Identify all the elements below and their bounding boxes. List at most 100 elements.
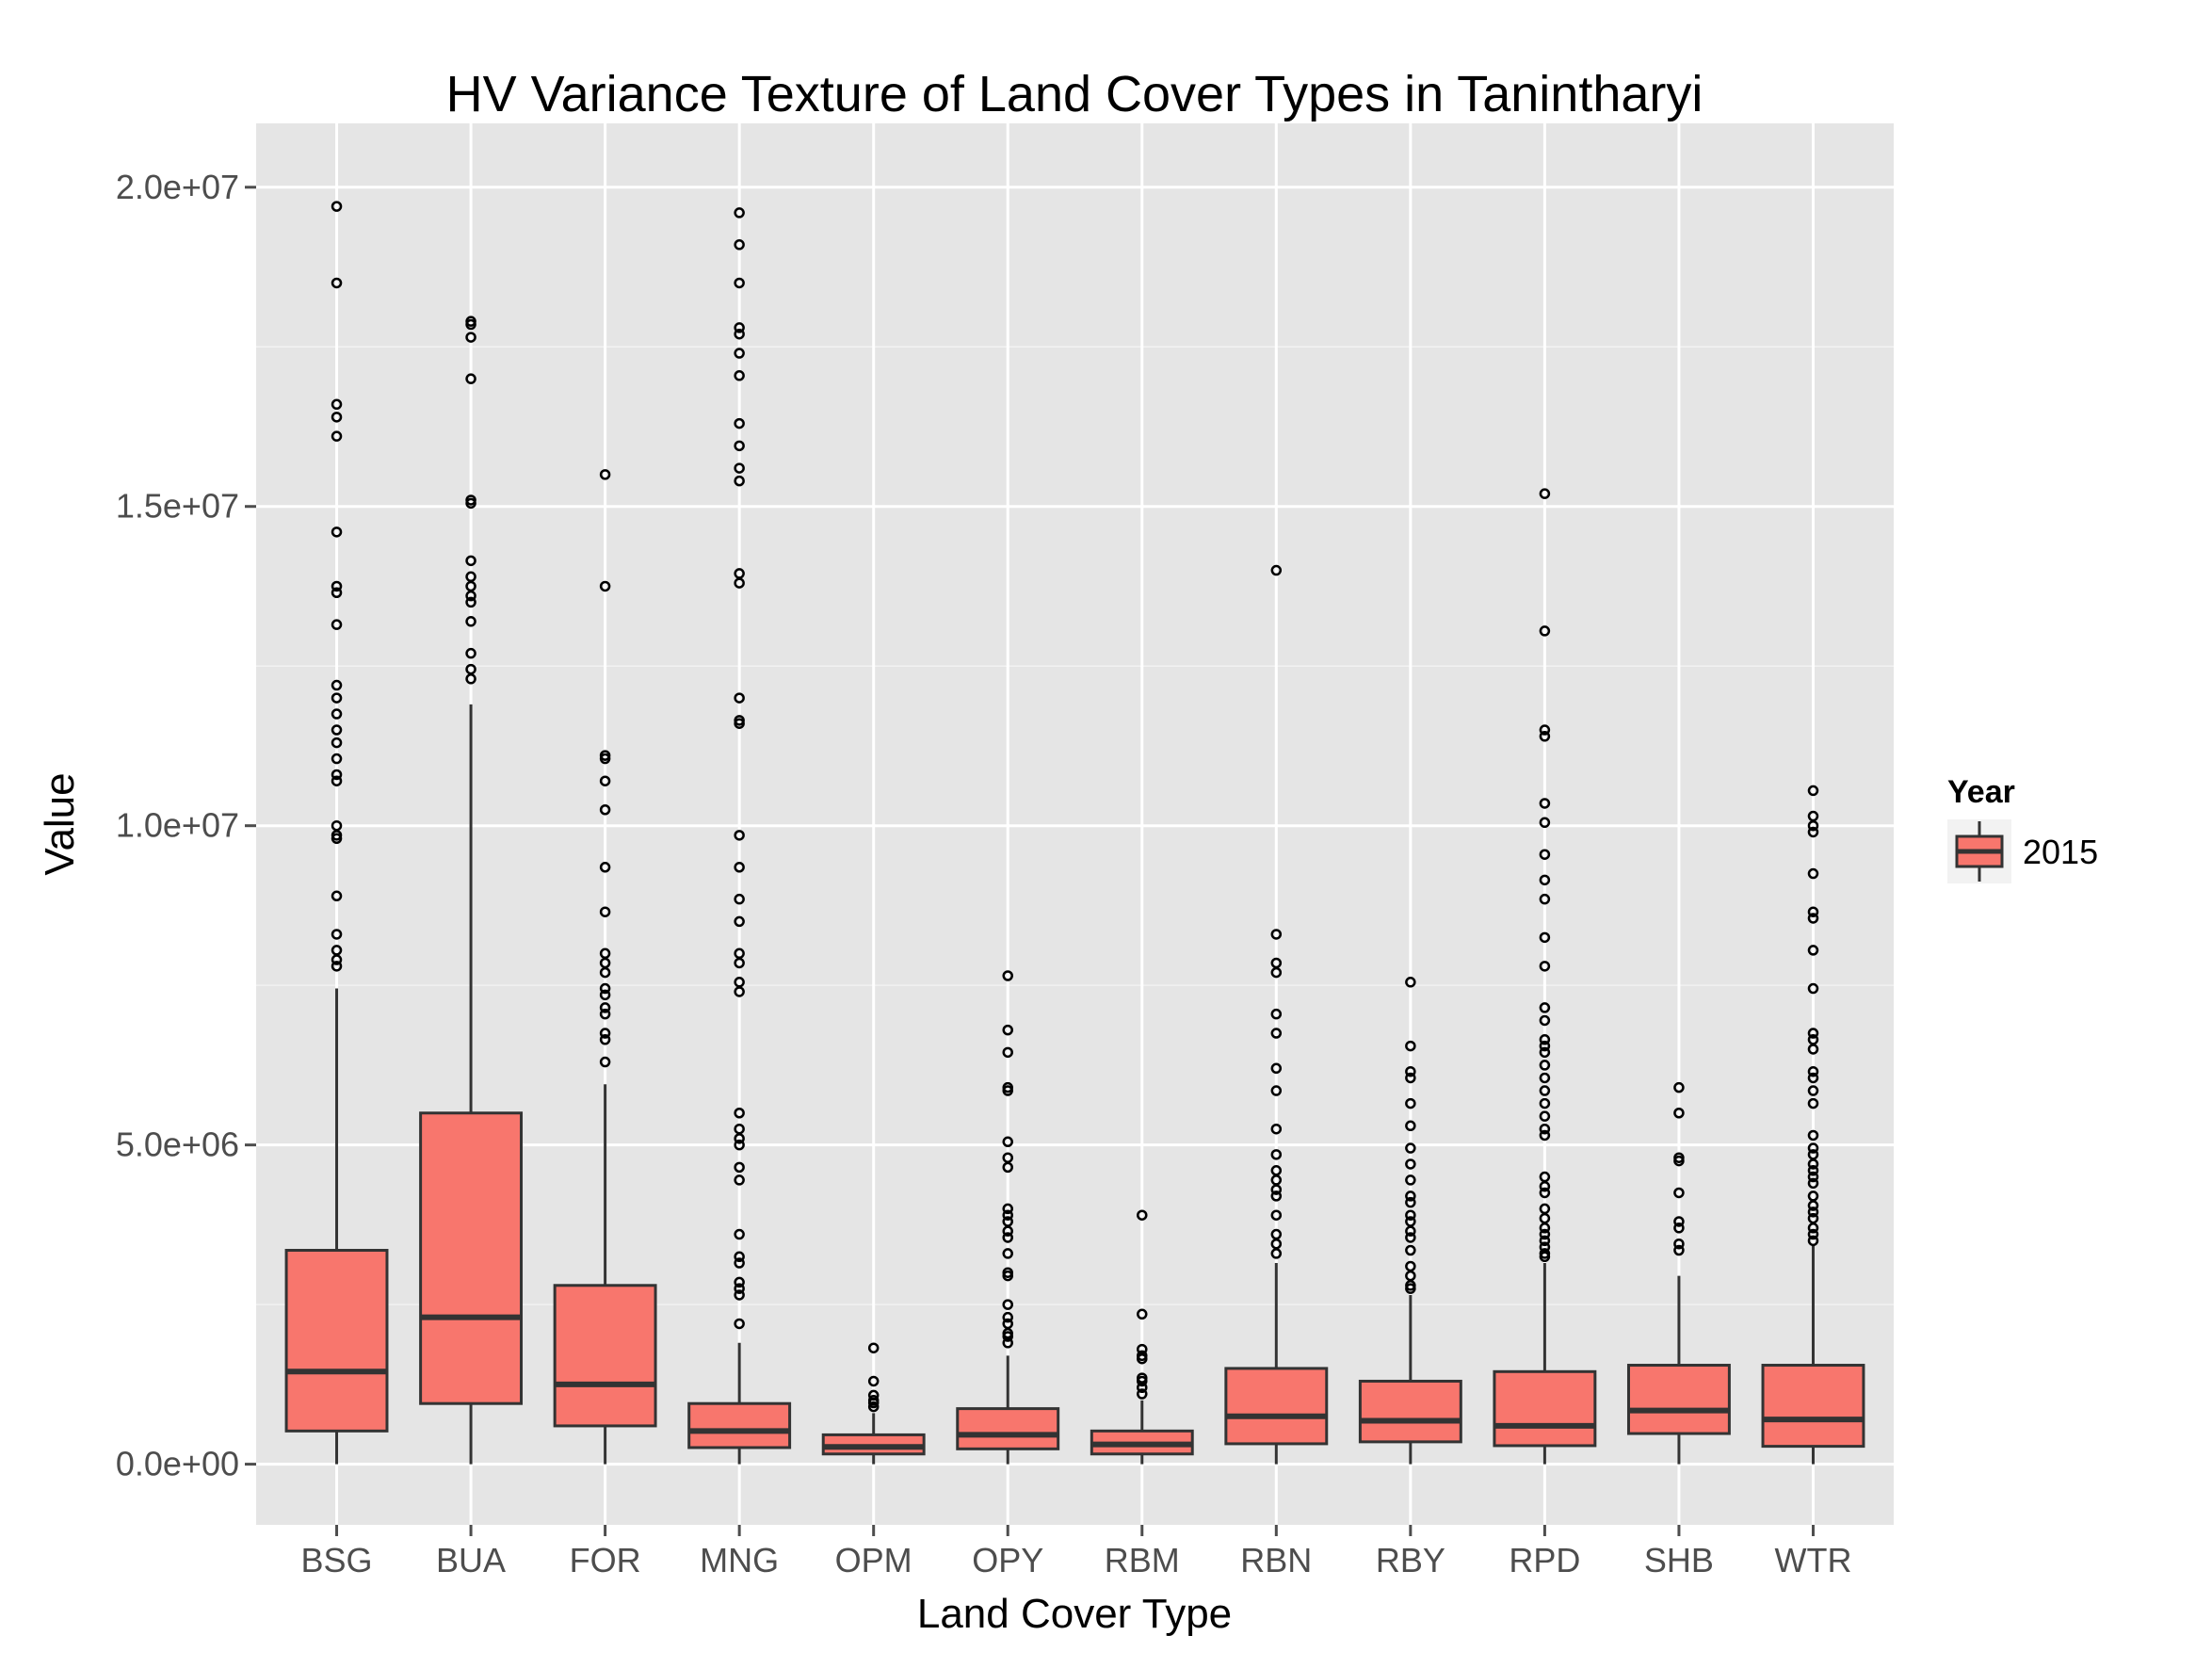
box-rby bbox=[1358, 977, 1462, 1465]
outlier-point bbox=[1002, 1203, 1013, 1215]
box-mng bbox=[687, 207, 792, 1465]
minor-gridlines bbox=[256, 346, 1894, 1305]
outlier-point bbox=[1673, 1238, 1685, 1250]
outlier-point bbox=[734, 277, 745, 289]
outlier-point bbox=[331, 430, 343, 442]
outlier-point bbox=[1539, 1046, 1551, 1059]
outlier-point bbox=[331, 587, 343, 599]
outlier-point bbox=[1002, 1024, 1013, 1036]
outlier-point bbox=[1539, 1002, 1551, 1013]
outlier-point bbox=[1270, 1149, 1283, 1160]
outlier-point bbox=[734, 1257, 745, 1269]
outlier-point bbox=[599, 803, 611, 816]
outlier-point bbox=[331, 769, 343, 781]
outlier-point bbox=[1539, 1235, 1551, 1247]
outlier-point bbox=[1270, 1209, 1283, 1221]
outlier-point bbox=[331, 277, 343, 289]
outlier-point bbox=[1270, 1062, 1283, 1075]
box-rpd bbox=[1493, 488, 1597, 1465]
x-axis-title: Land Cover Type bbox=[917, 1591, 1232, 1637]
outlier-point bbox=[1807, 1177, 1819, 1190]
outlier-point bbox=[465, 497, 476, 510]
outlier-point bbox=[734, 370, 745, 381]
outlier-point bbox=[1405, 1097, 1416, 1109]
outlier-point bbox=[331, 775, 343, 786]
outlier-point bbox=[1405, 1225, 1416, 1237]
outlier-point bbox=[1002, 1209, 1013, 1221]
outlier-point bbox=[1405, 1232, 1416, 1243]
outlier-point bbox=[1807, 1171, 1819, 1183]
y-tick-label: 0.0e+00 bbox=[116, 1445, 239, 1483]
outlier-point bbox=[1673, 1187, 1685, 1199]
outlier-point bbox=[331, 692, 343, 704]
outlier-point bbox=[734, 1174, 745, 1186]
box-shb bbox=[1626, 1081, 1731, 1465]
outlier-point bbox=[1002, 1248, 1013, 1259]
outlier-point bbox=[1539, 1072, 1551, 1084]
x-tick-label: MNG bbox=[700, 1541, 779, 1579]
outlier-point bbox=[1539, 849, 1551, 860]
outlier-point bbox=[465, 332, 476, 343]
outlier-point bbox=[734, 348, 745, 359]
outlier-point bbox=[734, 915, 745, 928]
outlier-point bbox=[1270, 1184, 1283, 1195]
outlier-point bbox=[1002, 1331, 1013, 1342]
outlier-point bbox=[465, 555, 476, 567]
outlier-point bbox=[1539, 1129, 1551, 1142]
outlier-point bbox=[1539, 1110, 1551, 1122]
outlier-point bbox=[1539, 1180, 1551, 1192]
outlier-point bbox=[734, 322, 745, 333]
outlier-point bbox=[1405, 1158, 1416, 1170]
outlier-point bbox=[734, 986, 745, 997]
outlier-point bbox=[331, 412, 343, 423]
outlier-point bbox=[599, 775, 611, 786]
outlier-point bbox=[734, 1133, 745, 1144]
outlier-point bbox=[734, 239, 745, 251]
outlier-point bbox=[734, 440, 745, 452]
outlier-point bbox=[465, 590, 476, 602]
outlier-point bbox=[734, 1283, 745, 1294]
outlier-point bbox=[1539, 731, 1551, 742]
outlier-point bbox=[734, 328, 745, 340]
x-tick-label: OPY bbox=[972, 1541, 1043, 1579]
x-tick-label: OPM bbox=[835, 1541, 912, 1579]
box-iqr bbox=[284, 1249, 389, 1433]
x-tick-label: RPD bbox=[1509, 1541, 1580, 1579]
outlier-point bbox=[734, 1228, 745, 1240]
outlier-point bbox=[1270, 1008, 1283, 1020]
outlier-point bbox=[734, 1289, 745, 1301]
outlier-point bbox=[734, 207, 745, 219]
outlier-point bbox=[1539, 1123, 1551, 1135]
outlier-point bbox=[1405, 1065, 1416, 1077]
outlier-point bbox=[1002, 1311, 1013, 1323]
x-tick-label: RBN bbox=[1240, 1541, 1312, 1579]
outlier-point bbox=[1807, 1065, 1819, 1077]
outlier-point bbox=[1807, 913, 1819, 924]
x-tick-label: SHB bbox=[1644, 1541, 1714, 1579]
outlier-point bbox=[1002, 1270, 1013, 1282]
x-axis: BSG BUA FOR MNG OPM OPY RBM RBN RBY RPD SHB WTR bbox=[301, 1525, 1851, 1579]
outlier-point bbox=[599, 1028, 611, 1039]
outlier-point bbox=[465, 647, 476, 659]
outlier-point bbox=[734, 862, 745, 873]
outlier-point bbox=[331, 737, 343, 749]
outlier-point bbox=[1807, 1097, 1819, 1109]
outlier-point bbox=[734, 1139, 745, 1151]
outlier-point bbox=[465, 373, 476, 384]
outlier-point bbox=[1002, 1161, 1013, 1174]
y-axis: 0.0e+00 5.0e+06 1.0e+07 1.5e+07 2.0e+07 bbox=[116, 168, 256, 1483]
y-tick-label: 2.0e+07 bbox=[116, 168, 239, 206]
outlier-point bbox=[1270, 1123, 1283, 1135]
outlier-point bbox=[1270, 1248, 1283, 1259]
outlier-point bbox=[1807, 906, 1819, 917]
outlier-point bbox=[1539, 1040, 1551, 1052]
outlier-point bbox=[1405, 1174, 1416, 1186]
outlier-point bbox=[599, 862, 611, 873]
outlier-point bbox=[1807, 1200, 1819, 1211]
outlier-point bbox=[331, 833, 343, 845]
outlier-point bbox=[599, 1002, 611, 1013]
outlier-point bbox=[1405, 1244, 1416, 1256]
outlier-point bbox=[1807, 1085, 1819, 1096]
legend-label-2015: 2015 bbox=[2023, 833, 2098, 871]
outlier-point bbox=[465, 673, 476, 685]
